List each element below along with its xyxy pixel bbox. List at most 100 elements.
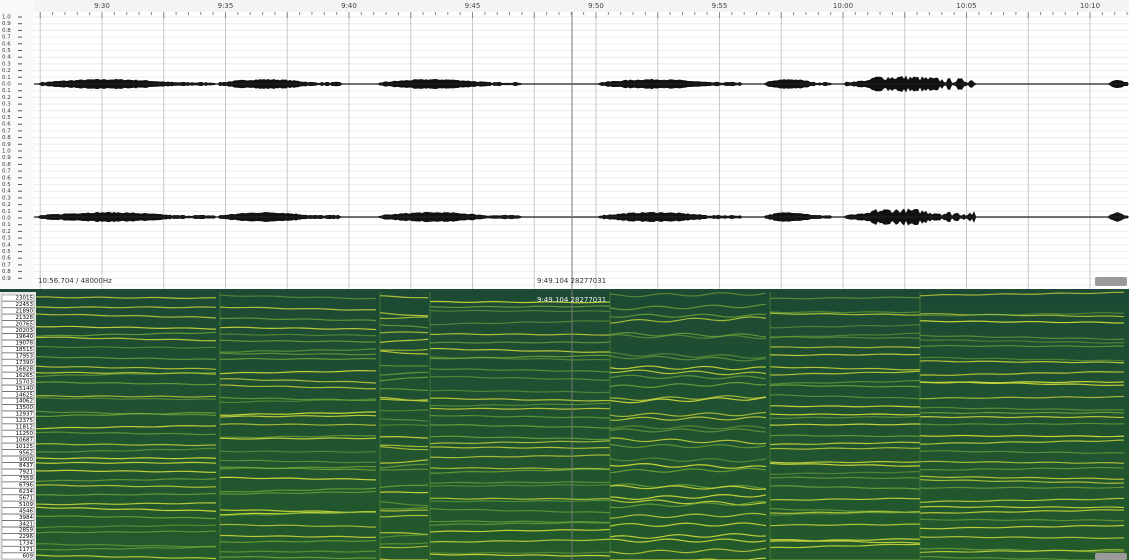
amplitude-label: 0.5 — [2, 115, 11, 121]
amplitude-label: 1.0 — [2, 149, 11, 155]
amplitude-label: 0.9 — [2, 276, 11, 282]
frequency-label: 9000 — [19, 457, 33, 463]
amplitude-label: 0.2 — [2, 229, 11, 235]
spectral-band — [770, 424, 920, 425]
frequency-label: 14062 — [16, 399, 34, 405]
frequency-label: 14625 — [16, 392, 34, 398]
time-label: 9:45 — [465, 2, 481, 10]
amplitude-label: 0.1 — [2, 222, 11, 228]
amplitude-label: 0.8 — [2, 28, 11, 34]
frequency-label: 21890 — [16, 308, 34, 314]
frequency-label: 18515 — [16, 347, 34, 353]
zoom-button[interactable] — [1095, 553, 1127, 560]
spectral-band — [430, 342, 610, 343]
frequency-label: 16265 — [16, 373, 34, 379]
spectral-band — [430, 310, 610, 311]
time-label: 9:50 — [588, 2, 604, 10]
audio-editor: 9:309:359:409:459:509:5510:0010:0510:101… — [0, 0, 1129, 560]
amplitude-label: 0.2 — [2, 95, 11, 101]
page: 9:309:359:409:459:509:5510:0010:0510:101… — [0, 0, 1129, 560]
frequency-label: 9562 — [19, 450, 33, 456]
amplitude-label: 0.9 — [2, 142, 11, 148]
amplitude-label: 0.1 — [2, 88, 11, 94]
amplitude-label: 0.7 — [2, 169, 11, 175]
amplitude-label: 0.7 — [2, 35, 11, 41]
frequency-label: 3984 — [19, 515, 33, 521]
frequency-label: 13500 — [16, 405, 34, 411]
frequency-label: 2296 — [19, 534, 33, 540]
amplitude-label: 0.8 — [2, 135, 11, 141]
time-label: 10:00 — [833, 2, 853, 10]
amplitude-label: 0.4 — [2, 242, 11, 248]
amplitude-label: 0.8 — [2, 162, 11, 168]
frequency-label: 5671 — [19, 495, 33, 501]
frequency-label: 7921 — [19, 470, 33, 476]
amplitude-label: 0.2 — [2, 202, 11, 208]
amplitude-label: 0.9 — [2, 21, 11, 27]
time-label: 10:10 — [1080, 2, 1100, 10]
frequency-label: 20203 — [16, 328, 34, 334]
frequency-label: 10687 — [16, 437, 34, 443]
spectral-band — [770, 406, 920, 407]
frequency-label: 12375 — [16, 418, 34, 424]
frequency-label: 3421 — [19, 521, 33, 527]
status-text: 10:56.704 / 48000Hz — [38, 277, 112, 285]
amplitude-label: 0.4 — [2, 189, 11, 195]
time-label: 9:40 — [341, 2, 357, 10]
amplitude-label: 0.3 — [2, 195, 11, 201]
frequency-label: 17390 — [16, 360, 34, 366]
time-label: 10:05 — [956, 2, 976, 10]
spectral-band — [920, 487, 1124, 488]
amplitude-label: 1.0 — [2, 15, 11, 21]
amplitude-label: 0.7 — [2, 128, 11, 134]
amplitude-label: 0.3 — [2, 102, 11, 108]
frequency-label: 11812 — [16, 425, 34, 431]
amplitude-label: 0.3 — [2, 236, 11, 242]
amplitude-label: 0.5 — [2, 48, 11, 54]
amplitude-label: 0.0 — [2, 82, 11, 88]
amplitude-label: 0.1 — [2, 209, 11, 215]
zoom-button[interactable] — [1095, 277, 1127, 286]
amplitude-label: 0.6 — [2, 41, 11, 47]
amplitude-label: 0.4 — [2, 108, 11, 114]
frequency-label: 21328 — [16, 315, 34, 321]
time-label: 9:30 — [94, 2, 110, 10]
amplitude-label: 0.5 — [2, 249, 11, 255]
amplitude-label: 0.9 — [2, 155, 11, 161]
amplitude-label: 0.4 — [2, 55, 11, 61]
frequency-label: 10125 — [16, 444, 34, 450]
amplitude-label: 0.6 — [2, 122, 11, 128]
frequency-label: 19640 — [16, 334, 34, 340]
amplitude-label: 0.2 — [2, 68, 11, 74]
time-label: 9:35 — [218, 2, 234, 10]
amplitude-label: 0.3 — [2, 61, 11, 67]
amplitude-label: 0.1 — [2, 75, 11, 81]
spectral-band — [220, 359, 376, 360]
amplitude-label: 0.7 — [2, 262, 11, 268]
frequency-label: 7359 — [19, 476, 33, 482]
amplitude-label: 0.8 — [2, 269, 11, 275]
frequency-label: 2859 — [19, 528, 33, 534]
amplitude-label: 0.5 — [2, 182, 11, 188]
frequency-label: 15140 — [16, 386, 34, 392]
frequency-label: 17953 — [16, 354, 34, 360]
frequency-label: 5109 — [19, 502, 33, 508]
frequency-label: 12937 — [16, 412, 34, 418]
frequency-label: 15703 — [16, 379, 34, 385]
frequency-label: 6796 — [19, 483, 33, 489]
frequency-label: 609 — [23, 554, 34, 560]
frequency-label: 11250 — [16, 431, 34, 437]
frequency-label: 20765 — [16, 321, 34, 327]
frequency-label: 1171 — [19, 547, 33, 553]
frequency-label: 22453 — [16, 302, 34, 308]
amplitude-label: 0.6 — [2, 256, 11, 262]
frequency-label: 1734 — [19, 541, 33, 547]
cursor-label: 9:49.104 28277031 — [537, 277, 606, 285]
amplitude-label: 0.0 — [2, 216, 11, 222]
frequency-label: 8437 — [19, 463, 33, 469]
frequency-label: 6234 — [19, 489, 33, 495]
frequency-label: 4546 — [19, 508, 33, 514]
frequency-label: 19078 — [16, 341, 34, 347]
amplitude-label: 0.6 — [2, 175, 11, 181]
frequency-label: 16828 — [16, 366, 34, 372]
